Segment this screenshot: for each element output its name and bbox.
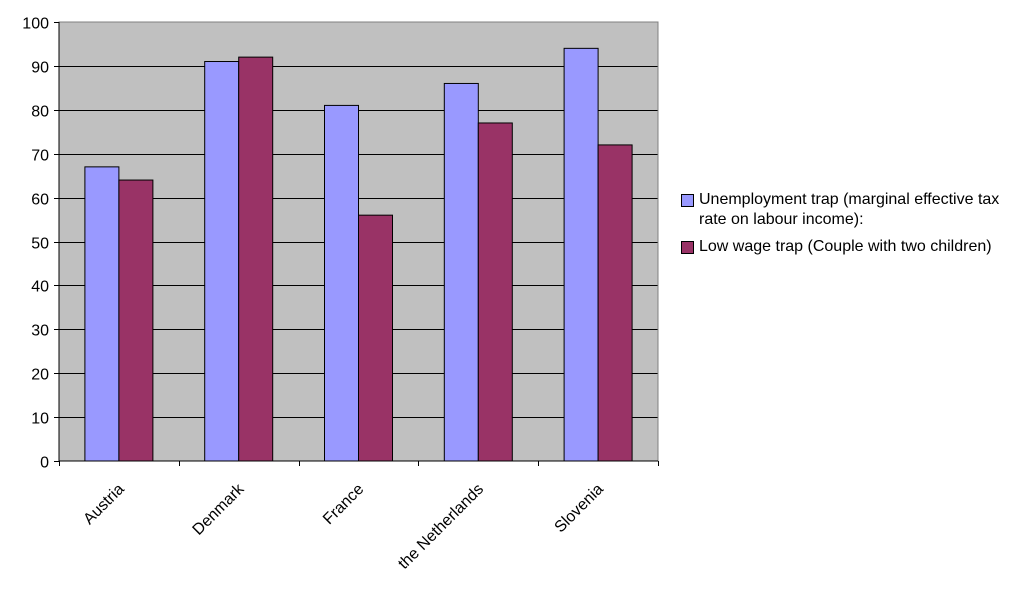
- x-tick-label-denmark: Denmark: [190, 480, 249, 539]
- bar-series2-the-netherlands: [477, 122, 513, 462]
- legend-item-unemployment-trap: Unemployment trap (marginal effective ta…: [681, 190, 1016, 230]
- y-tick-label-90: 90: [31, 60, 49, 77]
- bar-series1-france: [324, 104, 359, 462]
- x-tick-label-slovenia: Slovenia: [552, 481, 607, 536]
- y-tick-label-80: 80: [31, 104, 49, 121]
- x-tick-label-the-netherlands: the Netherlands: [395, 481, 487, 573]
- legend-item-low-wage-trap: Low wage trap (Couple with two children): [681, 237, 1016, 257]
- x-tick-label-france: France: [320, 481, 367, 528]
- legend: Unemployment trap (marginal effective ta…: [681, 190, 1016, 264]
- y-tick-label-100: 100: [22, 16, 49, 33]
- bar-series2-france: [358, 214, 393, 462]
- y-tick-label-40: 40: [31, 279, 49, 296]
- y-tick-label-20: 20: [31, 367, 49, 384]
- bar-series2-austria: [118, 179, 154, 462]
- axes: [58, 22, 658, 462]
- y-axis-ticks: 0 10 20 30 40 50 60 70 80 90 100: [22, 16, 59, 472]
- y-tick-label-10: 10: [31, 411, 49, 428]
- y-tick-label-60: 60: [31, 192, 49, 209]
- bar-series2-denmark: [238, 56, 274, 462]
- y-tick-label-70: 70: [31, 148, 49, 165]
- legend-swatch-unemployment-trap: [681, 194, 694, 207]
- y-tick-label-50: 50: [31, 236, 49, 253]
- legend-label-unemployment-trap: Unemployment trap (marginal effective ta…: [699, 191, 1000, 228]
- legend-swatch-low-wage-trap: [681, 241, 694, 254]
- y-tick-label-0: 0: [40, 455, 49, 472]
- bar-series2-slovenia: [597, 144, 633, 462]
- bar-series1-slovenia: [563, 47, 599, 462]
- x-tick-label-austria: Austria: [80, 481, 127, 528]
- x-axis-ticks: Austria Denmark France the Netherlands Slove…: [59, 461, 659, 573]
- bar-series1-austria: [84, 166, 120, 462]
- bar-series1-the-netherlands: [443, 82, 479, 462]
- y-tick-label-30: 30: [31, 323, 49, 340]
- bar-series1-denmark: [204, 61, 240, 462]
- legend-label-low-wage-trap: Low wage trap (Couple with two children): [699, 238, 992, 255]
- bars: [84, 47, 633, 462]
